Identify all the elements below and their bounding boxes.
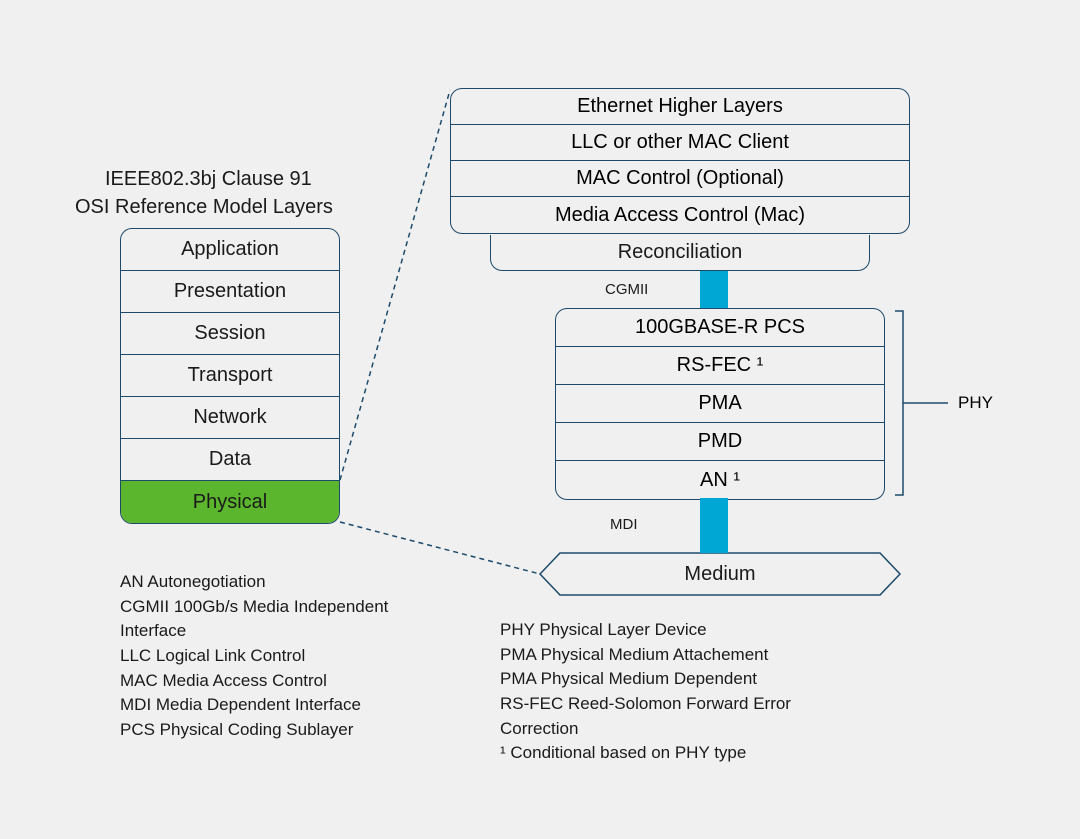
osi-stack: ApplicationPresentationSessionTransportN… [120,228,340,524]
heading-line1: IEEE802.3bj Clause 91 [105,168,312,191]
upper-layer: LLC or other MAC Client [451,125,909,161]
mdi-connector-bar [700,498,728,553]
glossary-line: PMA Physical Medium Attachement [500,643,900,668]
glossary-line: LLC Logical Link Control [120,644,450,669]
heading-line2: OSI Reference Model Layers [75,196,333,219]
glossary-line: PHY Physical Layer Device [500,618,900,643]
osi-layer-presentation: Presentation [121,271,339,313]
glossary-line: Interface [120,619,450,644]
osi-layer-network: Network [121,397,339,439]
glossary-left: AN AutonegotiationCGMII 100Gb/s Media In… [120,570,450,742]
mdi-label: MDI [610,516,638,533]
glossary-line: CGMII 100Gb/s Media Independent [120,595,450,620]
phy-stack: 100GBASE-R PCSRS-FEC ¹PMAPMDAN ¹ [555,308,885,500]
glossary-line: RS-FEC Reed-Solomon Forward Error [500,692,900,717]
phy-layer: AN ¹ [556,461,884,499]
upper-layer: Media Access Control (Mac) [451,197,909,233]
cgmii-label: CGMII [605,281,648,298]
osi-layer-transport: Transport [121,355,339,397]
upper-layer: Ethernet Higher Layers [451,89,909,125]
glossary-line: ¹ Conditional based on PHY type [500,741,900,766]
glossary-right: PHY Physical Layer DevicePMA Physical Me… [500,618,900,766]
upper-layer: MAC Control (Optional) [451,161,909,197]
phy-layer: 100GBASE-R PCS [556,309,884,347]
glossary-line: AN Autonegotiation [120,570,450,595]
cgmii-connector-bar [700,271,728,308]
ethernet-upper-stack: Ethernet Higher LayersLLC or other MAC C… [450,88,910,234]
phy-layer: RS-FEC ¹ [556,347,884,385]
osi-layer-application: Application [121,229,339,271]
phy-bracket-label: PHY [958,393,993,413]
glossary-line: MAC Media Access Control [120,669,450,694]
osi-layer-data: Data [121,439,339,481]
osi-layer-session: Session [121,313,339,355]
glossary-line: MDI Media Dependent Interface [120,693,450,718]
phy-layer: PMA [556,385,884,423]
osi-layer-physical: Physical [121,481,339,523]
phy-layer: PMD [556,423,884,461]
glossary-line: Correction [500,717,900,742]
medium-box: Medium [540,553,900,595]
glossary-line: PCS Physical Coding Sublayer [120,718,450,743]
reconciliation-box: Reconciliation [490,235,870,271]
glossary-line: PMA Physical Medium Dependent [500,667,900,692]
